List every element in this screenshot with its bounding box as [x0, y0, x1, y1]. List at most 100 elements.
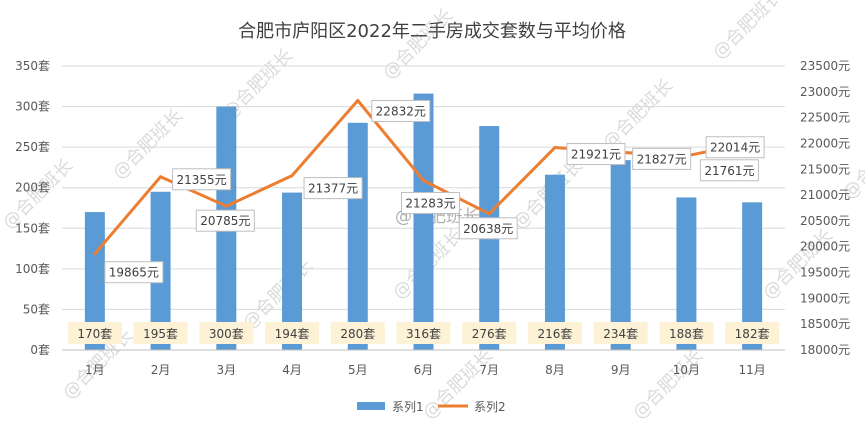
legend-swatch-bar [357, 402, 385, 410]
bar-data-label-box [593, 322, 648, 344]
line-data-label-box [172, 168, 232, 191]
line-data-label-box [705, 136, 765, 159]
watermark-text: @合肥班长 [599, 75, 677, 153]
bar-data-label-box [527, 322, 582, 344]
bar-data-label: 316套 [396, 322, 451, 344]
line-point [487, 212, 491, 216]
line-point [290, 174, 294, 178]
bar-data-label-text: 188套 [669, 327, 704, 341]
line-data-label: 21283元 [401, 191, 460, 214]
line-data-label-box [104, 261, 164, 284]
x-tick-label: 2月 [151, 363, 171, 377]
y-left-tick-label: 250套 [15, 140, 50, 154]
y-left-tick-label: 150套 [15, 221, 50, 235]
line-data-label-text: 20785元 [200, 214, 250, 228]
bar [676, 197, 697, 350]
watermark-text: @合肥班长 [239, 255, 317, 333]
line-data-label-text: 19865元 [109, 266, 159, 280]
line-point [422, 178, 425, 182]
y-left-tick-label: 50套 [23, 302, 50, 316]
y-right-tick-label: 23500元 [800, 59, 850, 73]
bar-data-label-box [265, 322, 320, 344]
line-data-label-box [303, 177, 363, 200]
line-labels: 19865元 21355元 20785元 21377元 22832元 21283元 2063… [104, 99, 765, 284]
line-data-label: 22014元 [705, 136, 765, 159]
line-data-label-text: 22014元 [710, 141, 760, 155]
bar-data-label: 276套 [462, 322, 517, 344]
bar-data-label-text: 280套 [340, 327, 375, 341]
bar-data-label-box [67, 322, 122, 344]
y-left-tick-label: 100套 [15, 262, 50, 276]
bar-data-label-box [133, 322, 188, 344]
bar-data-label: 170套 [67, 322, 122, 344]
line-data-label: 22832元 [371, 99, 431, 122]
bar-data-label-text: 300套 [209, 327, 244, 341]
bar-data-label-box [330, 322, 385, 344]
bar-data-label-text: 194套 [275, 327, 310, 341]
line-data-label-text: 20638元 [463, 222, 513, 236]
bar-data-label: 195套 [133, 322, 188, 344]
bar-data-label: 216套 [527, 322, 582, 344]
bar [413, 93, 434, 351]
y-right-tick-label: 22500元 [800, 111, 850, 125]
line-data-label-text: 21283元 [405, 196, 455, 210]
bar-labels: 170套 195套 300套 194套 280套 316套 276套 216套 234套 188套… [67, 322, 780, 344]
chart-title: 合肥市庐阳区2022年二手房成交套数与平均价格 [238, 21, 626, 42]
line-data-label-box [632, 147, 692, 170]
y-right-tick-label: 18000元 [800, 343, 850, 357]
line-data-label-text: 21377元 [308, 182, 358, 196]
bar-data-label: 234套 [593, 322, 648, 344]
y-right-tick-label: 22000元 [800, 136, 850, 150]
x-tick-label: 7月 [479, 363, 499, 377]
x-tick-label: 6月 [414, 363, 434, 377]
y-axis-right: 18000元 18500元 19000元 19500元 20000元 20500元 2100… [800, 59, 850, 357]
y-left-tick-label: 300套 [15, 100, 50, 114]
line-data-label-box [566, 143, 626, 166]
watermark-text: @合肥班长 [709, 0, 787, 64]
line-data-label: 21827元 [632, 147, 692, 170]
line-data-label: 21377元 [303, 177, 363, 200]
bar-data-label: 182套 [725, 322, 780, 344]
watermark-text: @合肥班长 [629, 345, 707, 423]
bar-data-label-box [725, 322, 780, 344]
bar-data-label-text: 276套 [472, 327, 507, 341]
bar-data-label-text: 234套 [603, 327, 638, 341]
line-data-label-box [371, 99, 431, 122]
x-tick-label: 10月 [673, 363, 700, 377]
watermark-text: @合肥班长 [379, 5, 457, 83]
bar-data-label: 194套 [265, 322, 320, 344]
x-tick-label: 1月 [85, 363, 105, 377]
line-data-label-text: 22832元 [376, 104, 426, 118]
bar-data-label-box [199, 322, 254, 344]
bar-data-label: 188套 [659, 322, 714, 344]
line-data-label: 20638元 [458, 217, 518, 240]
y-right-tick-label: 21500元 [800, 162, 850, 176]
line-data-label-text: 21761元 [704, 164, 754, 178]
line-data-label-box [458, 217, 518, 240]
x-axis: 1月 2月 3月 4月 5月 6月 7月 8月 9月 10月 11月 [62, 349, 785, 377]
bar [347, 122, 368, 350]
y-left-tick-label: 0套 [30, 343, 50, 357]
bar [742, 202, 763, 350]
legend: 系列1 系列2 [357, 400, 506, 414]
line-data-label-text: 21921元 [571, 148, 621, 162]
bar-data-label: 300套 [199, 322, 254, 344]
x-tick-label: 4月 [282, 363, 302, 377]
x-tick-label: 9月 [611, 363, 631, 377]
line-point [553, 146, 557, 150]
line-data-label-box [195, 209, 255, 232]
bar-series [84, 93, 763, 351]
legend-label-series1: 系列1 [392, 400, 424, 414]
bar [282, 192, 303, 350]
y-right-tick-label: 20000元 [800, 240, 850, 254]
line-data-label-text: 21827元 [637, 152, 687, 166]
y-right-tick-label: 19000元 [800, 291, 850, 305]
bar-data-label-text: 216套 [538, 327, 573, 341]
line-data-label: 21921元 [566, 143, 626, 166]
line-data-label: 19865元 [104, 261, 164, 284]
bar-data-label-text: 182套 [735, 327, 770, 341]
y-right-tick-label: 21000元 [800, 188, 850, 202]
line-point [356, 98, 360, 102]
line-data-label: 21355元 [172, 168, 232, 191]
bar-data-label-box [396, 322, 451, 344]
